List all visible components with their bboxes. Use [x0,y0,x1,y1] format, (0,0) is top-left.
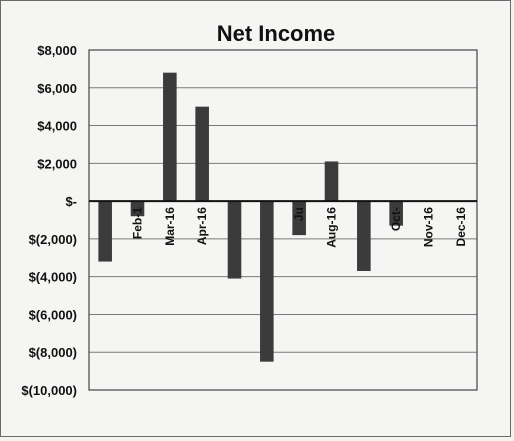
bar [357,201,371,271]
x-tick-label: Dec-16 [454,207,468,247]
x-tick-label: Mar-16 [163,207,177,246]
chart-title: Net Income [217,21,336,46]
y-tick-label: $- [65,194,77,209]
y-axis-tick-labels: $8,000 $6,000 $4,000 $2,000 $- $(2,000) $(4,00… [21,43,77,398]
y-tick-label: $8,000 [37,43,77,58]
y-tick-label: $2,000 [37,156,77,171]
y-tick-label: $6,000 [37,81,77,96]
plot-area-border [88,49,478,391]
bars [98,72,403,362]
bar [389,201,403,226]
bar [130,201,145,217]
y-tick-label: $(10,000) [21,383,77,398]
x-axis-tick-labels: Feb-1 Mar-16 Apr-16 Ju Aug-16 Oct- Nov-16 Dec-1… [131,207,468,248]
x-tick-label: Apr-16 [195,207,209,245]
bar [227,201,242,279]
y-tick-label: $(2,000) [29,232,77,247]
y-tick-label: $(4,000) [29,270,77,285]
bar [163,72,177,202]
x-tick-label: Ju [292,207,306,221]
bar [98,201,112,262]
gridlines [89,49,477,391]
bar [292,201,306,236]
x-tick-label: Oct- [389,207,403,231]
x-tick-label: Feb-1 [131,207,145,239]
x-tick-label: Aug-16 [325,207,339,248]
bar [195,106,209,202]
y-tick-label: $(6,000) [29,307,77,322]
bar [324,161,339,202]
y-tick-label: $4,000 [37,119,77,134]
bar [260,201,274,362]
y-tick-label: $(8,000) [29,345,77,360]
x-tick-label: Nov-16 [422,207,436,247]
